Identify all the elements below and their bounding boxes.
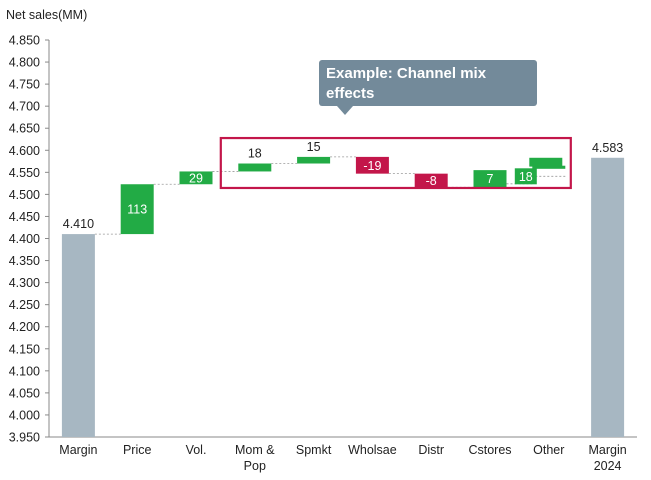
x-tick-label: Pop [244, 459, 266, 473]
bar-total [61, 234, 95, 437]
y-axis-title: Net sales(MM) [6, 8, 87, 22]
bar-increase [120, 184, 154, 235]
x-tick-label: Distr [418, 443, 444, 457]
x-tick-label: Margin [588, 443, 626, 457]
y-tick-label: 4.550 [9, 166, 40, 180]
y-tick-label: 4.200 [9, 320, 40, 334]
y-tick-label: 4.450 [9, 210, 40, 224]
data-label: 18 [519, 170, 533, 184]
data-label: 4.410 [63, 217, 94, 231]
y-tick-label: 4.850 [9, 34, 40, 48]
x-tick-label: 2024 [594, 459, 622, 473]
y-tick-label: 4.050 [9, 386, 40, 400]
callout-text: effects [326, 85, 374, 102]
bar-increase [297, 156, 331, 164]
data-label: 7 [487, 172, 494, 186]
y-tick-label: 4.650 [9, 122, 40, 136]
y-tick-label: 4.300 [9, 276, 40, 290]
y-tick-label: 4.500 [9, 188, 40, 202]
y-tick-label: 4.600 [9, 144, 40, 158]
y-tick-label: 4.000 [9, 408, 40, 422]
data-label: 4.583 [592, 141, 623, 155]
data-label: 29 [189, 171, 203, 185]
data-label: -8 [426, 174, 437, 188]
y-tick-label: 4.700 [9, 100, 40, 114]
bar-label-tag [514, 168, 537, 185]
y-tick-label: 4.350 [9, 254, 40, 268]
x-tick-label: Spmkt [296, 443, 332, 457]
x-tick-label: Vol. [186, 443, 207, 457]
x-tick-label: Price [123, 443, 152, 457]
x-tick-label: Wholsae [348, 443, 397, 457]
callout-pointer [337, 106, 353, 115]
y-tick-label: 4.800 [9, 56, 40, 70]
highlight-box [219, 136, 572, 190]
x-tick-label: Margin [59, 443, 97, 457]
data-label: -19 [363, 159, 381, 173]
bar-increase [529, 157, 563, 167]
bar-total [591, 157, 625, 437]
x-tick-label: Other [533, 443, 564, 457]
y-tick-label: 4.150 [9, 342, 40, 356]
x-tick-label: Cstores [468, 443, 511, 457]
x-tick-label: Mom & [235, 443, 275, 457]
y-tick-label: 4.100 [9, 364, 40, 378]
bar-increase [532, 165, 566, 169]
data-label: 15 [307, 140, 321, 154]
bar-decrease [355, 156, 389, 174]
bar-increase [473, 170, 507, 188]
y-tick-label: 3.950 [9, 431, 40, 445]
y-tick-label: 4.400 [9, 232, 40, 246]
bar-increase [179, 171, 213, 185]
bar-decrease [414, 173, 448, 188]
callout-box [319, 60, 537, 106]
y-tick-label: 4.250 [9, 298, 40, 312]
data-label: 18 [248, 147, 262, 161]
y-tick-label: 4.750 [9, 78, 40, 92]
data-label: 113 [127, 203, 147, 217]
bar-increase [238, 163, 272, 172]
callout-text: Example: Channel mix [326, 65, 487, 82]
